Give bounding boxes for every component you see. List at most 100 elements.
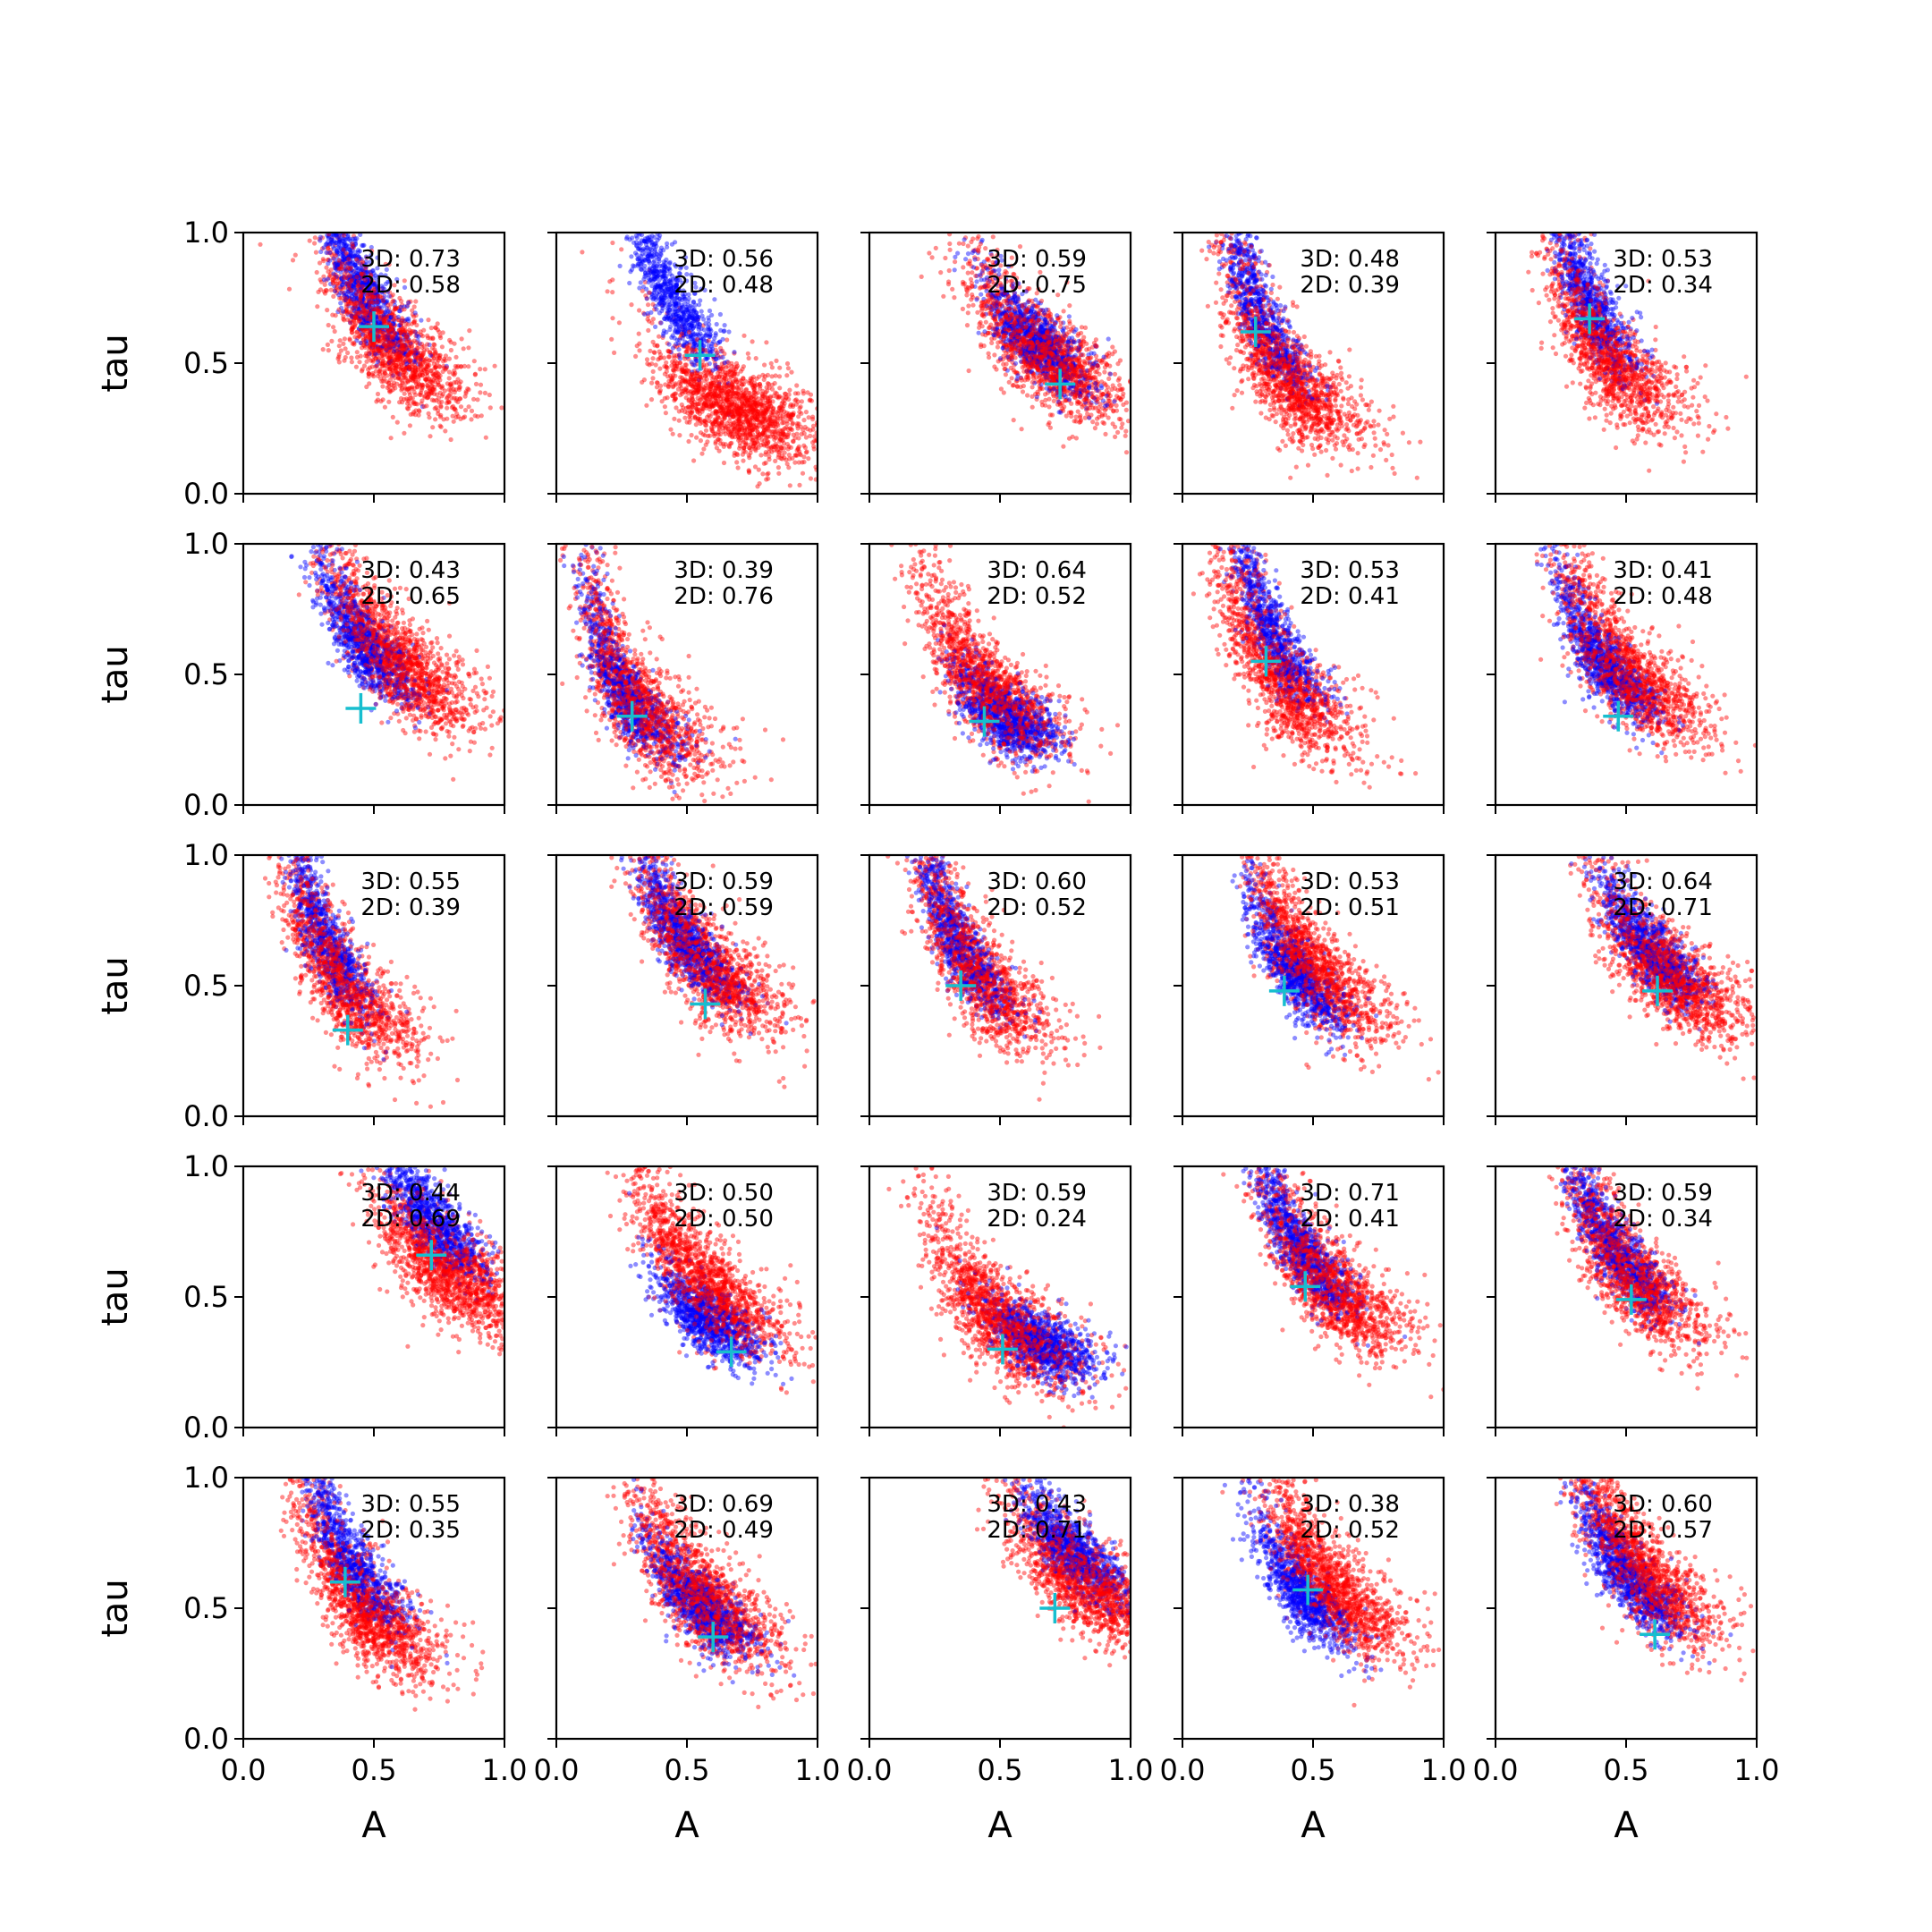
point-3d (732, 350, 737, 355)
point-2d (329, 338, 335, 343)
point-3d (340, 258, 345, 263)
point-3d (338, 263, 343, 268)
point-3d (387, 345, 393, 351)
point-2d (355, 304, 360, 309)
point-2d (342, 255, 348, 260)
point-2d (688, 377, 693, 382)
point-3d (360, 297, 365, 302)
point-2d (345, 350, 351, 356)
point-2d (349, 330, 354, 335)
point-2d (330, 281, 335, 286)
point-2d (688, 389, 693, 394)
point-2d (405, 378, 411, 384)
point-2d (366, 355, 371, 360)
point-2d (390, 327, 395, 333)
point-2d (393, 341, 398, 346)
point-3d (389, 339, 394, 344)
point-2d (646, 327, 651, 333)
point-3d (386, 335, 391, 341)
point-2d (362, 343, 368, 348)
point-2d (792, 460, 798, 465)
point-2d (347, 336, 352, 342)
point-2d (773, 458, 778, 464)
point-2d (414, 402, 419, 407)
point-2d (343, 267, 349, 272)
point-2d (648, 397, 655, 402)
point-2d (382, 341, 387, 346)
point-2d (472, 371, 479, 377)
point-3d (706, 327, 712, 333)
point-2d (787, 483, 792, 488)
point-2d (363, 353, 369, 359)
point-2d (356, 310, 361, 317)
point-3d (376, 336, 381, 342)
point-2d (776, 450, 782, 455)
point-2d (731, 420, 736, 426)
point-3d (353, 265, 359, 270)
point-2d (366, 318, 371, 325)
point-2d (370, 359, 376, 364)
point-2d (366, 290, 371, 296)
point-2d (380, 384, 386, 389)
point-3d (392, 330, 397, 335)
point-2d (390, 299, 395, 304)
point-2d (725, 360, 732, 365)
point-2d (730, 411, 735, 417)
point-2d (402, 347, 409, 352)
point-2d (324, 278, 329, 284)
point-2d (360, 303, 366, 309)
point-2d (413, 360, 419, 365)
point-2d (369, 299, 374, 304)
point-2d (343, 354, 348, 360)
point-2d (378, 399, 384, 404)
point-3d (331, 256, 337, 261)
point-2d (346, 295, 352, 301)
point-2d (389, 328, 394, 334)
point-2d (382, 321, 387, 326)
point-2d (369, 288, 375, 293)
point-2d (417, 360, 422, 365)
point-2d (388, 345, 394, 351)
point-2d (411, 386, 417, 391)
point-3d (363, 317, 369, 322)
point-3d (376, 344, 381, 350)
point-2d (428, 350, 433, 355)
point-3d (360, 300, 365, 305)
point-2d (399, 350, 404, 355)
point-2d (439, 344, 445, 350)
point-2d (424, 379, 429, 385)
point-3d (720, 354, 725, 360)
point-3d (673, 311, 678, 318)
point-2d (340, 284, 345, 290)
point-3d (349, 242, 354, 247)
point-2d (398, 357, 403, 362)
point-2d (335, 281, 341, 286)
point-2d (376, 348, 381, 354)
point-2d (1114, 402, 1119, 408)
point-2d (750, 437, 755, 443)
point-3d (325, 233, 330, 238)
point-3d (397, 322, 402, 327)
point-2d (431, 355, 436, 360)
point-2d (690, 361, 695, 367)
point-2d (710, 420, 716, 426)
point-3d (343, 297, 348, 303)
point-2d (331, 325, 336, 330)
point-2d (770, 410, 775, 415)
point-2d (412, 354, 418, 360)
point-3d (699, 309, 704, 314)
point-2d (424, 356, 429, 361)
point-2d (425, 369, 430, 376)
point-2d (767, 394, 774, 399)
point-3d (349, 314, 354, 319)
point-3d (412, 348, 418, 353)
point-2d (406, 352, 411, 357)
point-2d (349, 313, 354, 318)
point-3d (363, 262, 369, 267)
point-2d (407, 386, 413, 391)
point-2d (382, 289, 387, 295)
point-2d (657, 389, 663, 394)
point-3d (392, 302, 397, 309)
point-2d (448, 391, 453, 396)
point-2d (419, 363, 424, 369)
